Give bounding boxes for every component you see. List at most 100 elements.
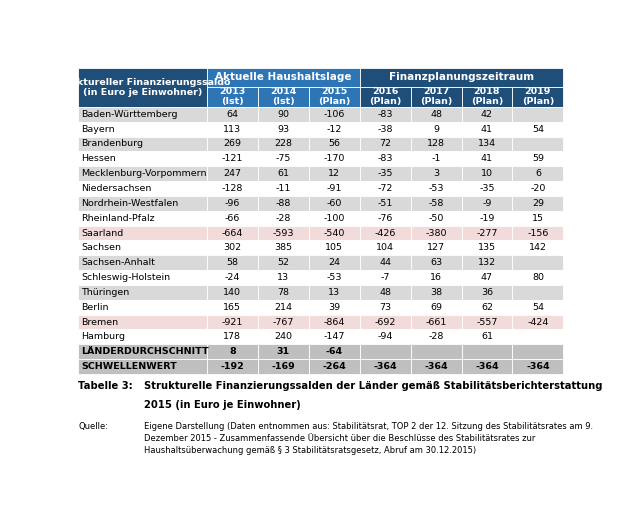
Text: -1: -1 <box>431 154 441 163</box>
Bar <box>207 122 258 136</box>
Text: Mecklenburg-Vorpommern: Mecklenburg-Vorpommern <box>81 169 207 178</box>
Text: 24: 24 <box>328 258 340 267</box>
Bar <box>359 87 411 107</box>
Bar <box>513 181 563 196</box>
Bar <box>411 181 461 196</box>
Bar <box>411 255 461 270</box>
Bar <box>78 196 207 211</box>
Text: 58: 58 <box>226 258 239 267</box>
Bar <box>207 344 258 359</box>
Bar <box>207 136 258 152</box>
Text: 165: 165 <box>223 303 241 312</box>
Text: -7: -7 <box>381 273 390 282</box>
Bar <box>207 314 258 330</box>
Bar <box>411 285 461 300</box>
Bar <box>309 330 359 344</box>
Text: Tabelle 3:: Tabelle 3: <box>78 381 133 391</box>
Bar <box>411 330 461 344</box>
Bar <box>411 359 461 374</box>
Bar <box>258 107 309 122</box>
Bar <box>258 122 309 136</box>
Text: 54: 54 <box>532 303 544 312</box>
Bar <box>207 300 258 314</box>
Text: 247: 247 <box>223 169 241 178</box>
Bar <box>78 359 207 374</box>
Bar <box>207 196 258 211</box>
Text: Brandenburg: Brandenburg <box>81 139 143 149</box>
Bar <box>461 255 513 270</box>
Text: -364: -364 <box>475 362 499 371</box>
Bar <box>258 196 309 211</box>
Text: -94: -94 <box>377 333 393 341</box>
Bar <box>461 136 513 152</box>
Text: 48: 48 <box>379 288 391 297</box>
Text: 38: 38 <box>430 288 442 297</box>
Text: -60: -60 <box>327 199 342 208</box>
Bar <box>461 270 513 285</box>
Text: Bayern: Bayern <box>81 125 115 134</box>
Text: -364: -364 <box>373 362 397 371</box>
Bar <box>411 314 461 330</box>
Text: -364: -364 <box>526 362 550 371</box>
Bar <box>411 211 461 226</box>
Bar <box>309 285 359 300</box>
Bar <box>461 314 513 330</box>
Text: 104: 104 <box>376 243 394 252</box>
Bar <box>309 300 359 314</box>
Text: Thüringen: Thüringen <box>81 288 130 297</box>
Bar <box>513 330 563 344</box>
Text: LÄNDERDURCHSCHNITT: LÄNDERDURCHSCHNITT <box>81 347 209 356</box>
Bar <box>513 344 563 359</box>
Text: 385: 385 <box>274 243 292 252</box>
Bar <box>359 122 411 136</box>
Text: -593: -593 <box>272 229 294 237</box>
Text: 62: 62 <box>481 303 493 312</box>
Bar <box>359 240 411 255</box>
Bar <box>309 226 359 240</box>
Bar <box>258 300 309 314</box>
Text: -66: -66 <box>225 213 240 223</box>
Bar <box>258 344 309 359</box>
Bar <box>359 196 411 211</box>
Text: -664: -664 <box>222 229 243 237</box>
Text: 178: 178 <box>223 333 241 341</box>
Text: 61: 61 <box>277 169 289 178</box>
Text: -28: -28 <box>275 213 291 223</box>
Text: 2014
(Ist): 2014 (Ist) <box>270 87 297 106</box>
Text: -91: -91 <box>327 184 342 193</box>
Text: 2016
(Plan): 2016 (Plan) <box>369 87 401 106</box>
Text: -121: -121 <box>222 154 243 163</box>
Bar <box>78 330 207 344</box>
Text: -19: -19 <box>480 213 495 223</box>
Bar <box>359 226 411 240</box>
Text: Sachsen-Anhalt: Sachsen-Anhalt <box>81 258 155 267</box>
Bar <box>309 152 359 166</box>
Bar <box>258 136 309 152</box>
Bar <box>359 211 411 226</box>
Bar <box>258 166 309 181</box>
Text: -100: -100 <box>324 213 345 223</box>
Bar <box>207 152 258 166</box>
Bar <box>461 107 513 122</box>
Bar <box>258 285 309 300</box>
Bar <box>78 107 207 122</box>
Bar <box>258 359 309 374</box>
Text: 13: 13 <box>277 273 289 282</box>
Text: Quelle:: Quelle: <box>78 422 108 431</box>
Text: 48: 48 <box>430 110 442 119</box>
Bar <box>359 314 411 330</box>
Bar <box>309 107 359 122</box>
Bar <box>78 136 207 152</box>
Bar <box>258 255 309 270</box>
Bar <box>411 122 461 136</box>
Bar <box>513 270 563 285</box>
Text: -692: -692 <box>374 317 396 327</box>
Text: -12: -12 <box>327 125 342 134</box>
Text: -35: -35 <box>480 184 495 193</box>
Text: 54: 54 <box>532 125 544 134</box>
Text: 72: 72 <box>379 139 391 149</box>
Text: Sachsen: Sachsen <box>81 243 121 252</box>
Bar <box>359 136 411 152</box>
Text: 36: 36 <box>481 288 493 297</box>
Bar <box>309 270 359 285</box>
